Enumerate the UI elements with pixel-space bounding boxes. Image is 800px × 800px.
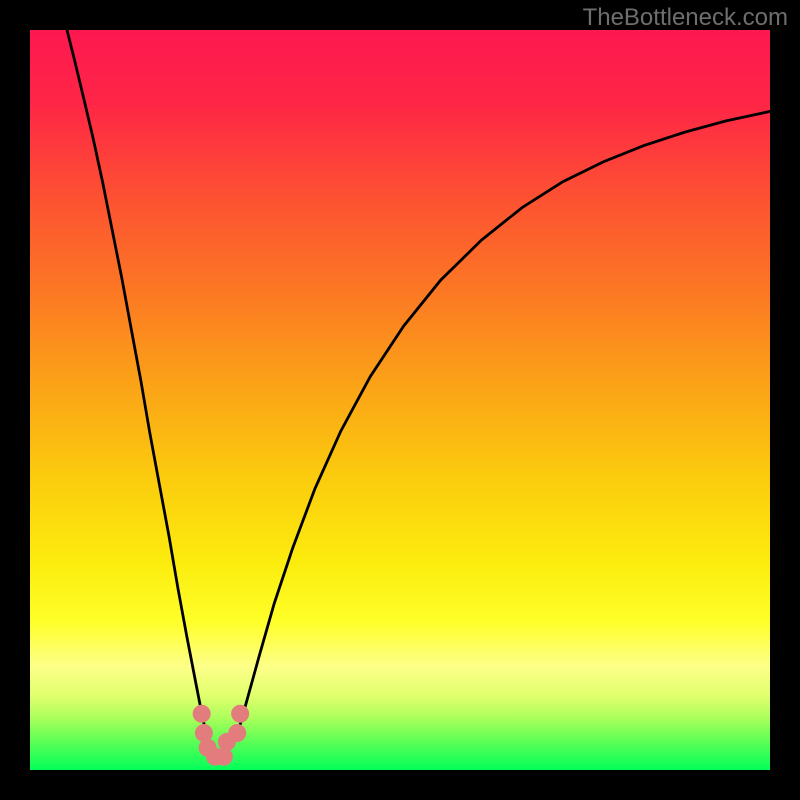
marker-point <box>232 705 249 722</box>
marker-point <box>229 725 246 742</box>
marker-point <box>215 748 232 765</box>
marker-point <box>193 705 210 722</box>
chart-plot-svg <box>30 30 770 770</box>
watermark-text: TheBottleneck.com <box>583 4 788 32</box>
chart-outer-frame <box>0 0 800 800</box>
marker-point <box>195 725 212 742</box>
